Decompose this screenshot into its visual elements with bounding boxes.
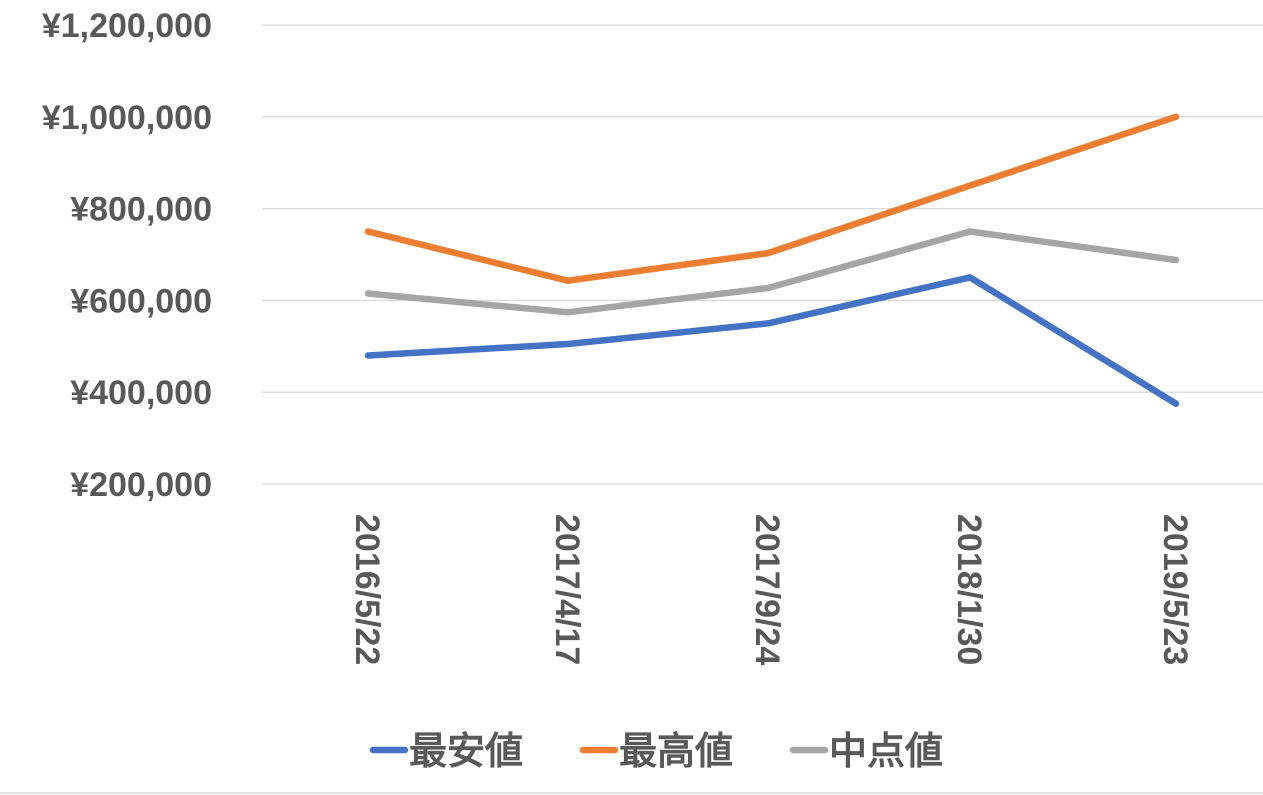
- legend-item-3: 中点値: [789, 729, 943, 773]
- series-line-2: [364, 113, 1180, 284]
- legend-label: 中点値: [829, 729, 943, 773]
- x-axis-tick-labels: 2016/5/22 2017/4/17 2017/9/24 2018/1/30 2019…: [348, 514, 1194, 665]
- series-lines: [364, 113, 1180, 407]
- series-line-3: [364, 228, 1180, 316]
- y-tick-label: ¥800,000: [70, 191, 212, 229]
- legend-item-2: 最高値: [579, 729, 733, 773]
- x-tick-label: 2017/9/24: [748, 514, 786, 665]
- y-tick-label: ¥400,000: [70, 374, 212, 412]
- x-tick-label: 2019/5/23: [1156, 514, 1194, 665]
- x-tick-label: 2017/4/17: [548, 514, 586, 665]
- legend: 最安値 最高値 中点値: [369, 729, 943, 773]
- y-tick-label: ¥600,000: [70, 282, 212, 320]
- series-line-1: [364, 274, 1180, 407]
- y-tick-label: ¥1,000,000: [42, 99, 212, 137]
- legend-label: 最安値: [409, 729, 523, 773]
- legend-label: 最高値: [619, 729, 733, 773]
- x-tick-label: 2018/1/30: [950, 514, 988, 665]
- y-axis-tick-labels: ¥200,000 ¥400,000 ¥600,000 ¥800,000 ¥1,000,0…: [42, 7, 212, 504]
- legend-item-1: 最安値: [369, 729, 523, 773]
- y-tick-label: ¥200,000: [70, 466, 212, 504]
- x-tick-label: 2016/5/22: [348, 514, 386, 665]
- y-tick-label: ¥1,200,000: [42, 7, 212, 45]
